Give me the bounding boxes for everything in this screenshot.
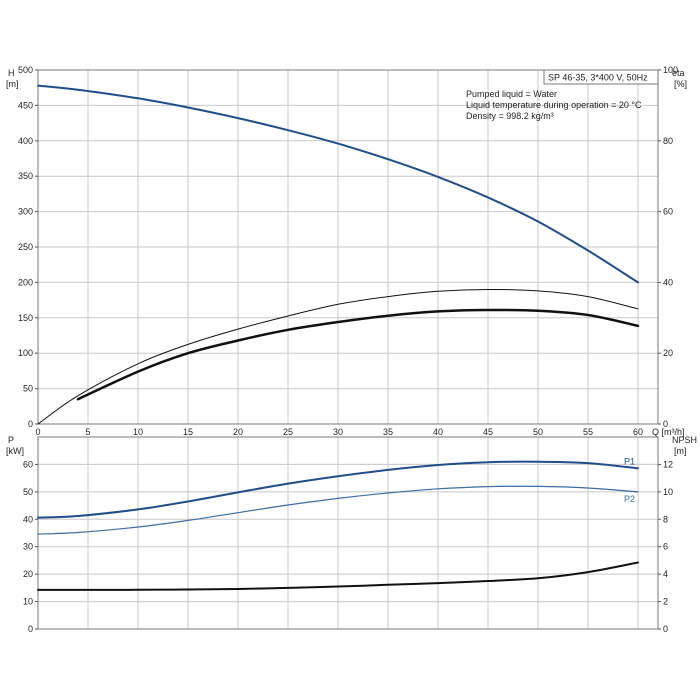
right-tick-label: 12 xyxy=(663,459,673,469)
x-tick-label: 40 xyxy=(433,427,443,437)
head-efficiency-panel: 0501001502002503003504004505000204060801… xyxy=(6,65,687,437)
left-tick-label: 60 xyxy=(23,459,33,469)
right-tick-label: 80 xyxy=(663,136,673,146)
model-label: SP 46-35, 3*400 V, 50Hz xyxy=(548,73,648,83)
right-tick-label: 0 xyxy=(663,624,668,634)
power-npsh-panel: 0 10 20 30 40 50 60 0 2 4 6 8 10 12 P[kW] NPSH[m] P1 P2 xyxy=(6,435,697,634)
left-tick-label: 0 xyxy=(28,624,33,634)
right-tick-label: 8 xyxy=(663,514,668,524)
right-tick-label: 0 xyxy=(663,419,668,429)
left-tick-label: 300 xyxy=(18,207,33,217)
series-line-bottom-2 xyxy=(37,561,639,591)
left-tick-label: 500 xyxy=(18,65,33,75)
right-tick-label: 40 xyxy=(663,277,673,287)
x-tick-label: 0 xyxy=(35,427,40,437)
x-tick-label: 20 xyxy=(233,427,243,437)
x-tick-label: 60 xyxy=(633,427,643,437)
right-tick-label: 4 xyxy=(663,569,668,579)
x-tick-label: 50 xyxy=(533,427,543,437)
right-tick-label: 100 xyxy=(663,65,678,75)
x-tick-label: 45 xyxy=(483,427,493,437)
left-tick-label: 450 xyxy=(18,100,33,110)
x-tick-label: 55 xyxy=(583,427,593,437)
left-tick-label: 30 xyxy=(23,542,33,552)
right-tick-label: 10 xyxy=(663,487,673,497)
left-tick-label: 200 xyxy=(18,277,33,287)
right-axis-unit: [%] xyxy=(674,79,687,89)
series-line-top-2 xyxy=(76,308,640,401)
x-tick-label: 25 xyxy=(283,427,293,437)
series-line-p1 xyxy=(37,460,639,519)
info-line-density: Density = 998.2 kg/m³ xyxy=(466,111,554,121)
right-tick-label: 60 xyxy=(663,207,673,217)
right-axis-label: eta xyxy=(672,68,685,78)
left-tick-label: 40 xyxy=(23,514,33,524)
x-axis-label: Q [m³/h] xyxy=(652,427,685,437)
model-label-box: SP 46-35, 3*400 V, 50Hz xyxy=(543,69,659,85)
info-line-liquid: Pumped liquid = Water xyxy=(466,89,557,99)
x-tick-label: 10 xyxy=(133,427,143,437)
x-tick-label: 15 xyxy=(183,427,193,437)
series-line-p2 xyxy=(37,485,639,535)
right-tick-label: 2 xyxy=(663,597,668,607)
series-label-p2: P2 xyxy=(624,494,635,504)
series-line-top-0 xyxy=(37,84,639,284)
left-tick-label: 50 xyxy=(23,384,33,394)
x-tick-label: 5 xyxy=(85,427,90,437)
left-tick-label: 400 xyxy=(18,136,33,146)
right-tick-label: 6 xyxy=(663,542,668,552)
left-tick-label: 350 xyxy=(18,171,33,181)
x-tick-label: 30 xyxy=(333,427,343,437)
left-tick-label: 100 xyxy=(18,348,33,358)
x-tick-label: 35 xyxy=(383,427,393,437)
plot-frame xyxy=(37,436,659,630)
info-line-temperature: Liquid temperature during operation = 20… xyxy=(466,100,642,110)
left-tick-label: 250 xyxy=(18,242,33,252)
left-axis-label: P xyxy=(8,435,14,445)
series-label-p1: P1 xyxy=(624,456,635,466)
left-axis-unit: [m] xyxy=(6,79,19,89)
left-tick-label: 150 xyxy=(18,313,33,323)
liquid-info: Pumped liquid = Water Liquid temperature… xyxy=(466,89,642,121)
left-axis-unit: [kW] xyxy=(6,446,24,456)
left-axis-label: H xyxy=(8,68,15,78)
left-tick-label: 0 xyxy=(28,419,33,429)
right-axis-label: NPSH xyxy=(672,435,697,445)
left-tick-label: 10 xyxy=(23,597,33,607)
series-line-top-1 xyxy=(37,288,639,425)
right-tick-label: 20 xyxy=(663,348,673,358)
left-tick-label: 20 xyxy=(23,569,33,579)
left-tick-label: 50 xyxy=(23,487,33,497)
right-axis-unit: [m] xyxy=(674,446,687,456)
